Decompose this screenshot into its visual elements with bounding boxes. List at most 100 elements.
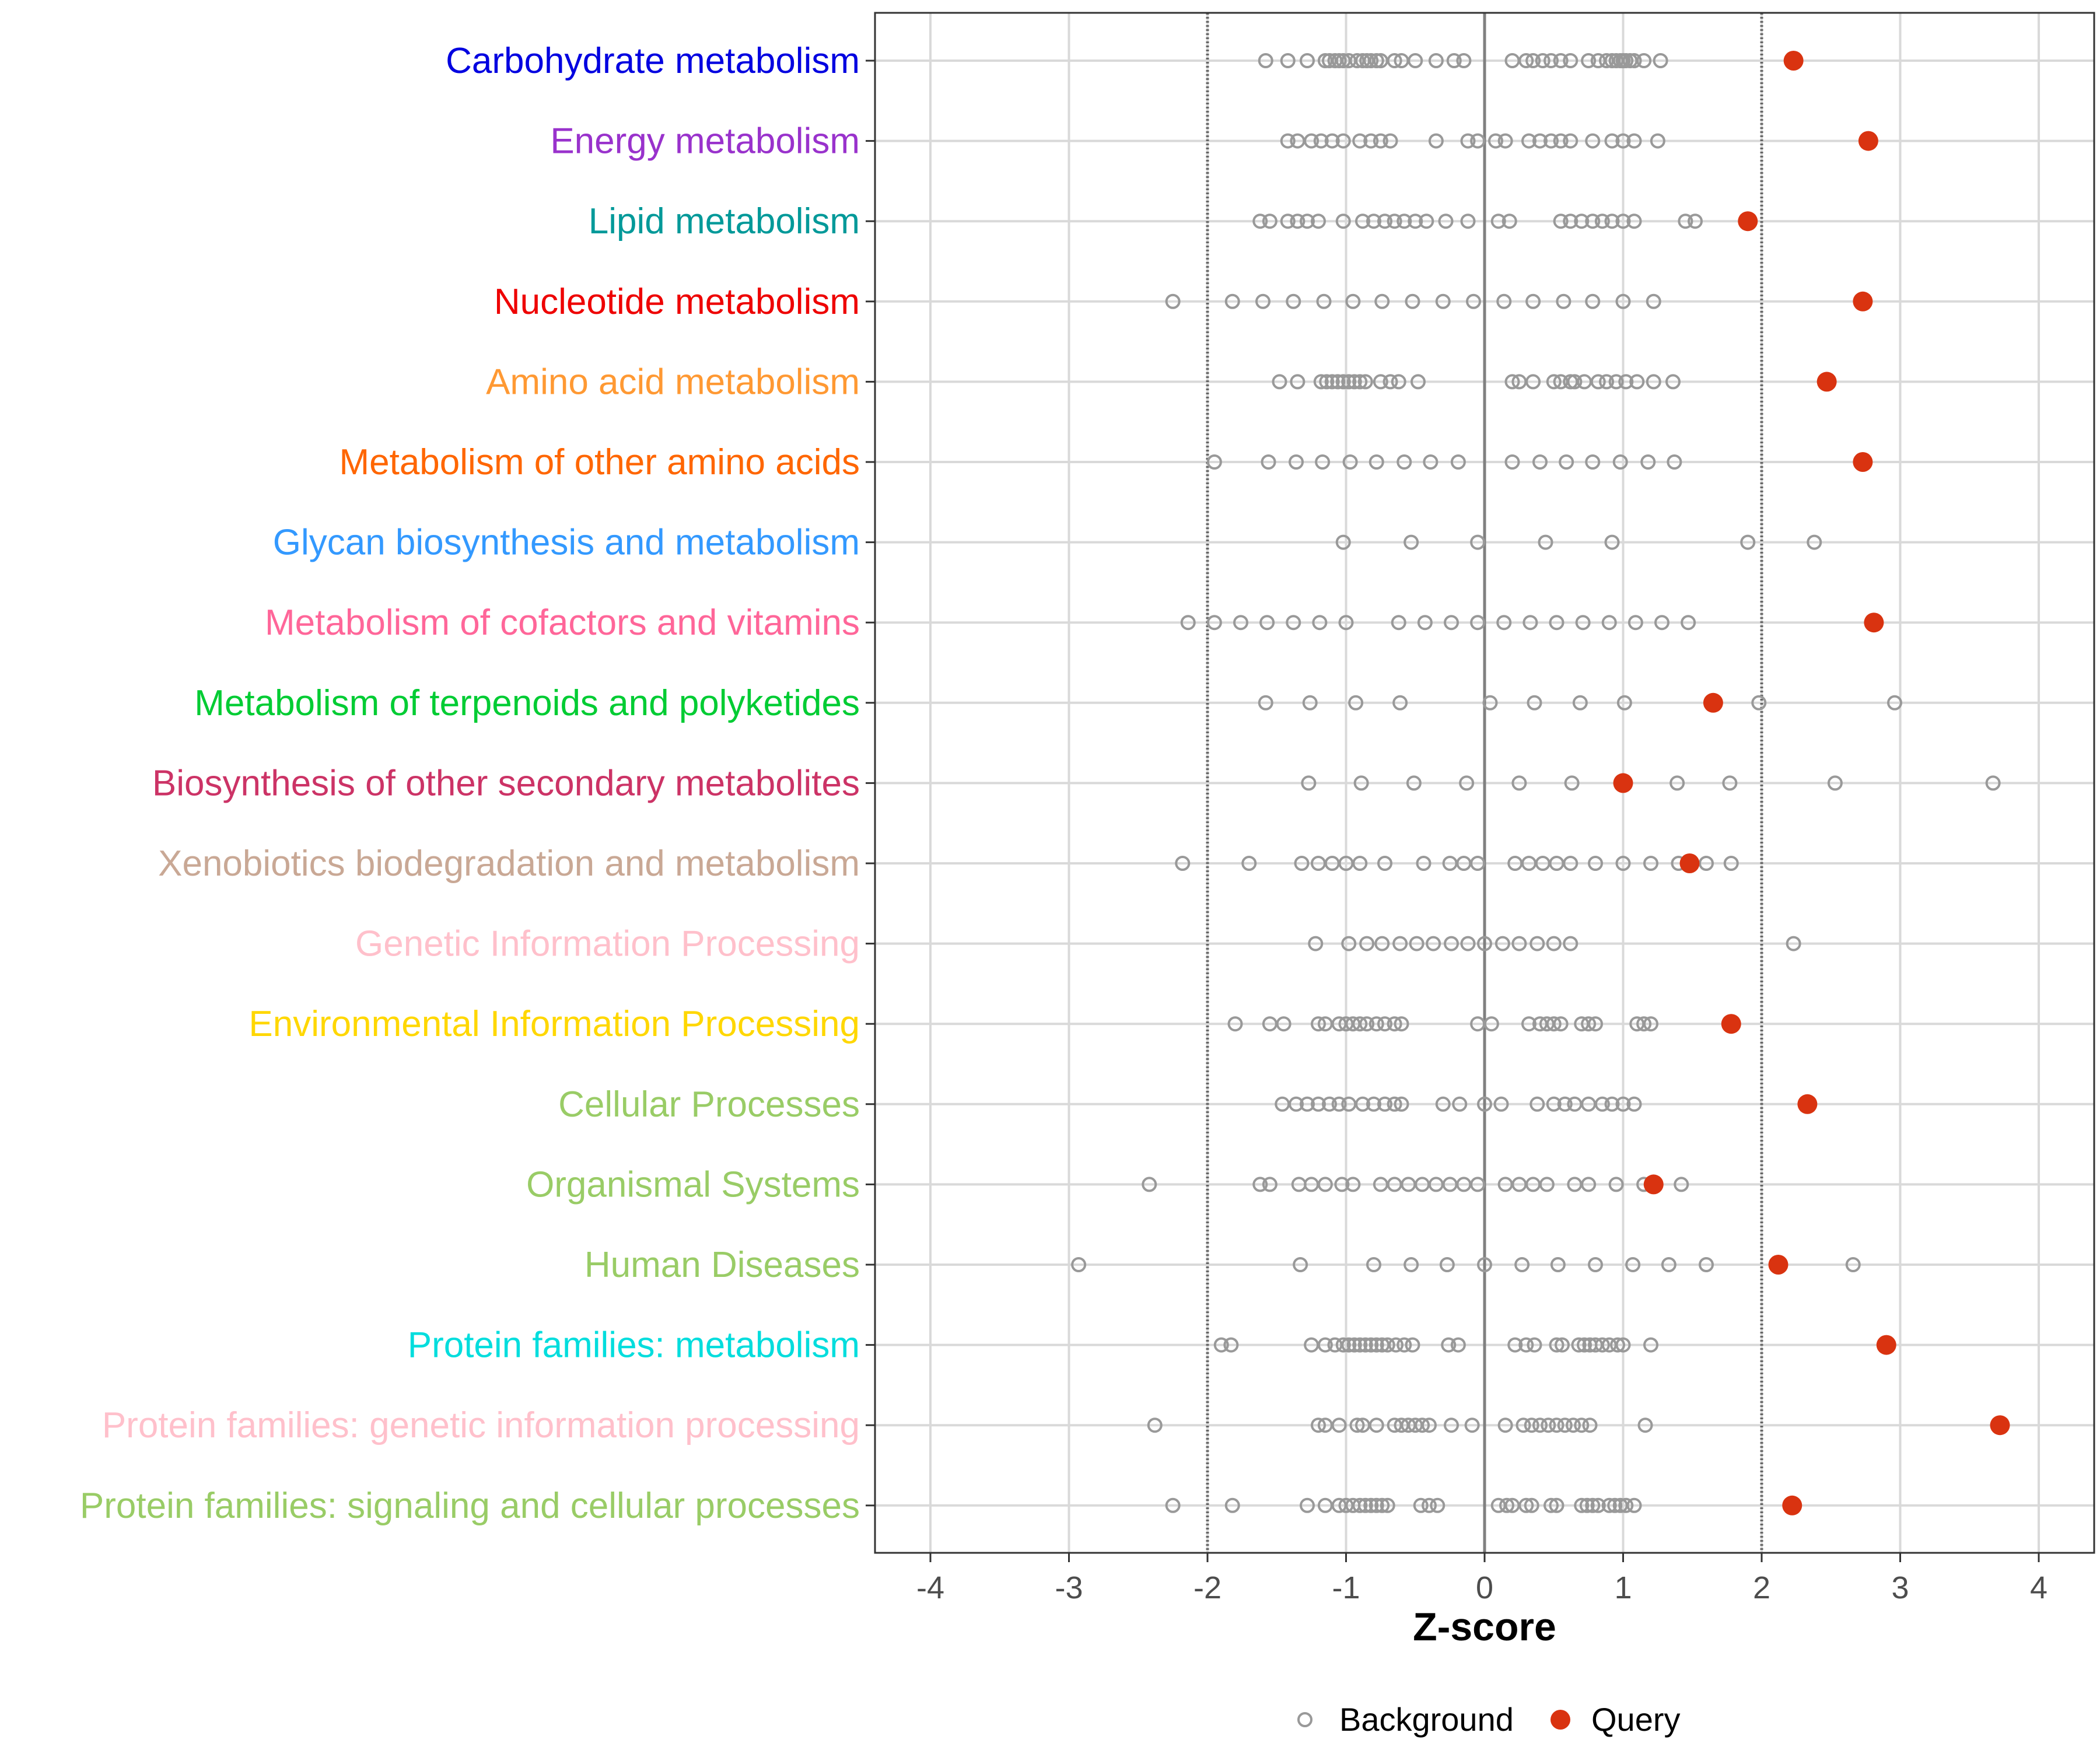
background-point (1615, 293, 1631, 309)
background-point (1417, 615, 1433, 631)
background-point (1165, 1497, 1181, 1513)
category-label: Protein families: metabolism (408, 1325, 860, 1366)
background-point (1315, 454, 1331, 470)
category-label: Biosynthesis of other secondary metaboli… (152, 763, 860, 803)
background-point (1581, 1177, 1597, 1192)
background-point (1438, 214, 1454, 229)
background-point (1355, 214, 1370, 229)
background-point (1352, 1337, 1368, 1353)
background-point (1588, 856, 1603, 871)
background-point (1290, 374, 1306, 390)
background-point (1590, 374, 1606, 390)
background-point (1574, 1418, 1590, 1433)
background-point (1604, 534, 1620, 550)
background-point (1615, 856, 1631, 871)
category-label: Cellular Processes (558, 1084, 860, 1125)
background-point (1532, 1418, 1548, 1433)
background-point (1352, 856, 1368, 871)
background-point (1419, 214, 1434, 229)
background-point (1459, 775, 1475, 791)
background-point (1618, 53, 1634, 68)
background-point (1280, 214, 1296, 229)
background-point (1422, 1418, 1437, 1433)
background-point (1571, 1337, 1587, 1353)
background-point (1373, 374, 1388, 390)
background-point (1574, 1497, 1590, 1513)
background-point (1643, 856, 1658, 871)
background-point (1147, 1418, 1163, 1433)
background-point (1272, 374, 1287, 390)
background-point (1497, 133, 1513, 149)
background-point (1626, 1497, 1642, 1513)
background-point (1518, 53, 1534, 68)
background-point (1258, 53, 1273, 68)
background-point (1262, 214, 1278, 229)
background-point (1341, 936, 1357, 951)
background-point (1615, 133, 1631, 149)
query-point (1782, 1495, 1803, 1516)
background-point (1342, 454, 1358, 470)
category-label: Amino acid metabolism (486, 362, 860, 402)
background-point (1300, 53, 1315, 68)
background-point (1496, 293, 1512, 309)
background-point (1312, 615, 1328, 631)
background-point (1626, 214, 1642, 229)
query-point (1738, 211, 1758, 232)
background-point (1470, 1177, 1486, 1192)
background-point (1280, 133, 1296, 149)
background-point (1521, 1016, 1536, 1032)
category-label: Organismal Systems (526, 1164, 860, 1205)
background-point (1518, 1497, 1534, 1513)
background-point (1629, 374, 1645, 390)
x-tick-label: 4 (2030, 1570, 2048, 1605)
background-point (1550, 1257, 1566, 1272)
background-point (1392, 695, 1408, 710)
background-point (1553, 1016, 1569, 1032)
background-point (1636, 53, 1652, 68)
x-axis-title: Z-score (1413, 1605, 1556, 1649)
background-point (1604, 1096, 1620, 1112)
background-point (1504, 454, 1520, 470)
background-point (1522, 615, 1538, 631)
x-tick-label: -1 (1332, 1570, 1360, 1605)
background-point (1308, 936, 1324, 951)
query-point (1858, 131, 1878, 151)
background-point (1294, 856, 1310, 871)
background-point (1357, 1337, 1373, 1353)
background-point (1585, 1497, 1601, 1513)
background-point (1516, 1418, 1531, 1433)
background-point (1807, 534, 1822, 550)
background-point (1557, 1418, 1573, 1433)
background-point (1276, 1016, 1292, 1032)
background-point (1300, 1096, 1315, 1112)
background-point (1415, 1418, 1430, 1433)
x-tick-label: 1 (1614, 1570, 1632, 1605)
background-point (1555, 1337, 1570, 1353)
query-points (1613, 51, 2010, 1516)
background-point (1355, 1096, 1370, 1112)
background-point (1557, 1096, 1573, 1112)
background-point (1206, 454, 1222, 470)
background-point (1643, 1337, 1658, 1353)
background-point (1071, 1257, 1087, 1272)
background-point (1588, 1257, 1603, 1272)
background-point (1446, 53, 1462, 68)
category-label: Carbohydrate metabolism (446, 41, 860, 81)
background-point (1324, 374, 1340, 390)
background-point (1460, 214, 1476, 229)
background-point (1464, 1418, 1480, 1433)
background-point (1408, 53, 1423, 68)
category-label: Genetic Information Processing (355, 924, 860, 964)
background-point (1430, 1497, 1446, 1513)
background-point (1311, 214, 1326, 229)
background-point (1352, 1016, 1368, 1032)
background-point (1311, 1096, 1326, 1112)
background-point (1582, 1418, 1598, 1433)
background-point (1618, 1497, 1634, 1513)
background-point (1363, 53, 1379, 68)
background-point (1224, 293, 1240, 309)
background-point (1206, 615, 1222, 631)
background-point (1507, 1337, 1523, 1353)
background-point (1317, 1337, 1333, 1353)
background-point (1541, 1418, 1556, 1433)
